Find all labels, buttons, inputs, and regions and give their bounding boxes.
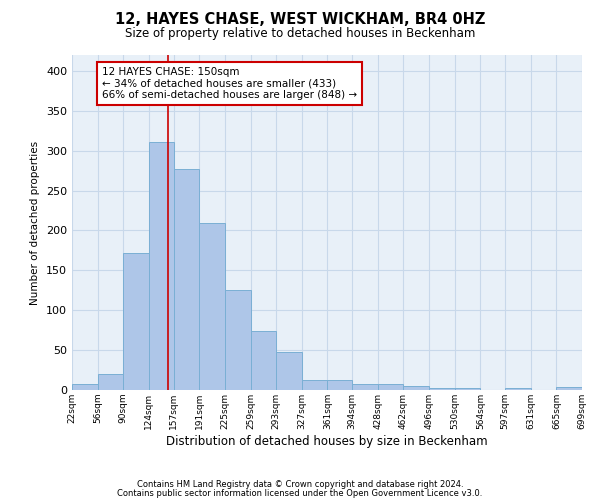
Bar [429, 388, 455, 390]
Text: 12 HAYES CHASE: 150sqm
← 34% of detached houses are smaller (433)
66% of semi-de: 12 HAYES CHASE: 150sqm ← 34% of detached… [102, 67, 357, 100]
Bar [199, 222, 225, 390]
Text: 12, HAYES CHASE, WEST WICKHAM, BR4 0HZ: 12, HAYES CHASE, WEST WICKHAM, BR4 0HZ [115, 12, 485, 28]
Bar [276, 352, 302, 390]
Bar [251, 331, 276, 390]
Bar [302, 380, 328, 390]
Bar [173, 169, 199, 390]
Bar [556, 387, 582, 390]
Text: Contains HM Land Registry data © Crown copyright and database right 2024.: Contains HM Land Registry data © Crown c… [137, 480, 463, 489]
Bar [352, 384, 378, 390]
Text: Contains public sector information licensed under the Open Government Licence v3: Contains public sector information licen… [118, 488, 482, 498]
Bar [123, 253, 149, 390]
Text: Size of property relative to detached houses in Beckenham: Size of property relative to detached ho… [125, 28, 475, 40]
Bar [225, 290, 251, 390]
Bar [403, 386, 429, 390]
Bar [149, 142, 173, 390]
Bar [378, 384, 403, 390]
Bar [72, 384, 98, 390]
X-axis label: Distribution of detached houses by size in Beckenham: Distribution of detached houses by size … [166, 434, 488, 448]
Bar [98, 374, 123, 390]
Bar [505, 388, 531, 390]
Bar [455, 388, 481, 390]
Bar [328, 380, 352, 390]
Y-axis label: Number of detached properties: Number of detached properties [31, 140, 40, 304]
